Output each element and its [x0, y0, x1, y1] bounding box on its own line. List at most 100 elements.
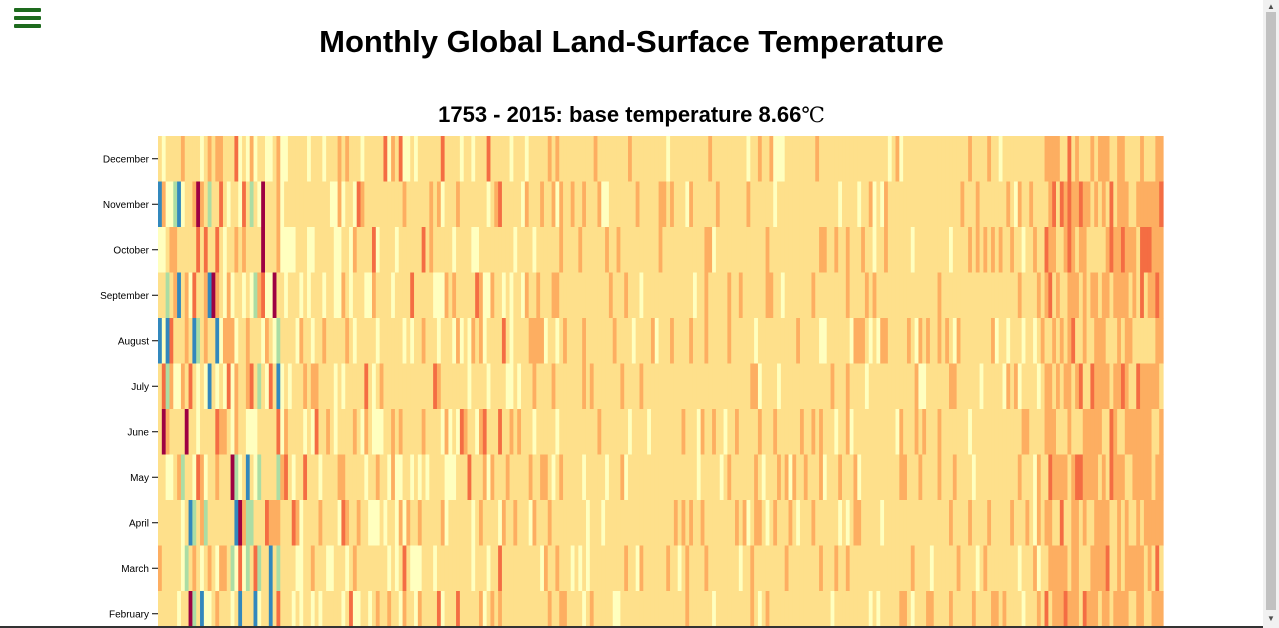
heatmap-cell: [448, 272, 453, 319]
heatmap-cell: [880, 591, 885, 628]
heatmap-cell: [215, 500, 220, 546]
heatmap-cell: [211, 227, 216, 273]
heatmap-cell: [949, 545, 954, 592]
heatmap-cell: [620, 227, 625, 273]
heatmap-cell: [631, 500, 637, 546]
heatmap-cell: [1063, 409, 1069, 455]
heatmap-cell: [650, 227, 656, 273]
heatmap-cell: [314, 545, 320, 592]
heatmap-cell: [490, 454, 495, 501]
heatmap-cell: [478, 363, 484, 410]
heatmap-cell: [585, 136, 591, 182]
heatmap-cell: [861, 136, 866, 182]
heatmap-cell: [601, 591, 606, 628]
heatmap-cell: [456, 500, 461, 546]
heatmap-cell: [452, 545, 457, 592]
heatmap-cell: [796, 500, 801, 546]
heatmap-cell: [161, 409, 167, 455]
heatmap-cell: [337, 454, 343, 501]
heatmap-cell: [815, 227, 820, 273]
heatmap-cell: [773, 318, 778, 364]
heatmap-cell: [1033, 136, 1038, 182]
heatmap-cell: [318, 545, 323, 592]
heatmap-cell: [872, 409, 877, 455]
heatmap-cell: [597, 181, 602, 228]
heatmap-cell: [463, 591, 469, 628]
heatmap-cell: [945, 181, 950, 228]
heatmap-cell: [1136, 318, 1141, 364]
heatmap-cell: [310, 409, 316, 455]
heatmap-cell: [933, 181, 939, 228]
heatmap-cell: [952, 363, 958, 410]
heatmap-cell: [601, 500, 606, 546]
heatmap-cell: [215, 318, 220, 364]
heatmap-cell: [1124, 591, 1130, 628]
heatmap-cell: [517, 545, 522, 592]
heatmap-cell: [207, 227, 213, 273]
heatmap-cell: [1071, 500, 1076, 546]
hamburger-menu-icon[interactable]: [14, 8, 41, 30]
vertical-scrollbar[interactable]: ▲ ▼: [1263, 0, 1279, 628]
heatmap-cell: [375, 227, 381, 273]
heatmap-cell: [1109, 500, 1114, 546]
heatmap-cell: [505, 500, 511, 546]
heatmap-cell: [861, 181, 866, 228]
heatmap-cell: [368, 409, 373, 455]
heatmap-cell: [1056, 318, 1061, 364]
heatmap-cell: [681, 181, 686, 228]
heatmap-cell: [375, 500, 381, 546]
heatmap-cell: [459, 500, 465, 546]
heatmap-cell: [498, 272, 503, 319]
heatmap-cell: [704, 591, 709, 628]
heatmap-cell: [429, 363, 434, 410]
heatmap-cell: [1109, 272, 1114, 319]
heatmap-cell: [180, 272, 186, 319]
heatmap-cell: [261, 363, 266, 410]
heatmap-cell: [601, 318, 606, 364]
heatmap-cell: [360, 136, 365, 182]
heatmap-cell: [723, 363, 728, 410]
heatmap-cell: [926, 318, 931, 364]
heatmap-cell: [563, 591, 568, 628]
scroll-up-icon[interactable]: ▲: [1267, 2, 1275, 11]
heatmap-cell: [884, 181, 889, 228]
heatmap-cell: [1033, 181, 1038, 228]
heatmap-cell: [410, 227, 415, 273]
heatmap-cell: [647, 409, 652, 455]
heatmap-cell: [780, 591, 786, 628]
heatmap-cell: [234, 363, 239, 410]
heatmap-cell: [861, 227, 866, 273]
heatmap-cell: [1044, 545, 1049, 592]
heatmap-cell: [834, 545, 839, 592]
heatmap-cell: [501, 136, 507, 182]
heatmap-cell: [417, 500, 423, 546]
heatmap-cell: [471, 454, 476, 501]
heatmap-cell: [807, 409, 813, 455]
heatmap-cell: [188, 409, 193, 455]
scroll-down-icon[interactable]: ▼: [1267, 614, 1275, 623]
heatmap-cell: [1067, 409, 1072, 455]
heatmap-cell: [482, 409, 488, 455]
heatmap-cell: [1098, 227, 1103, 273]
heatmap-cell: [314, 591, 320, 628]
heatmap-cell: [1098, 136, 1103, 182]
heatmap-cell: [872, 272, 877, 319]
heatmap-cell: [326, 545, 331, 592]
heatmap-cell: [291, 500, 297, 546]
heatmap-cell: [1021, 409, 1027, 455]
heatmap-cell: [941, 545, 946, 592]
heatmap-cell: [249, 227, 255, 273]
scrollbar-thumb[interactable]: [1266, 12, 1276, 610]
heatmap-cell: [318, 272, 323, 319]
heatmap-cell: [796, 318, 801, 364]
heatmap-cell: [1136, 227, 1141, 273]
heatmap-cell: [731, 454, 736, 501]
heatmap-cell: [910, 500, 916, 546]
heatmap-cell: [375, 363, 381, 410]
heatmap-cell: [360, 591, 365, 628]
heatmap-cell: [383, 136, 388, 182]
heatmap-cell: [161, 500, 167, 546]
heatmap-cell: [605, 363, 610, 410]
heatmap-cell: [1143, 500, 1149, 546]
heatmap-cell: [608, 591, 614, 628]
